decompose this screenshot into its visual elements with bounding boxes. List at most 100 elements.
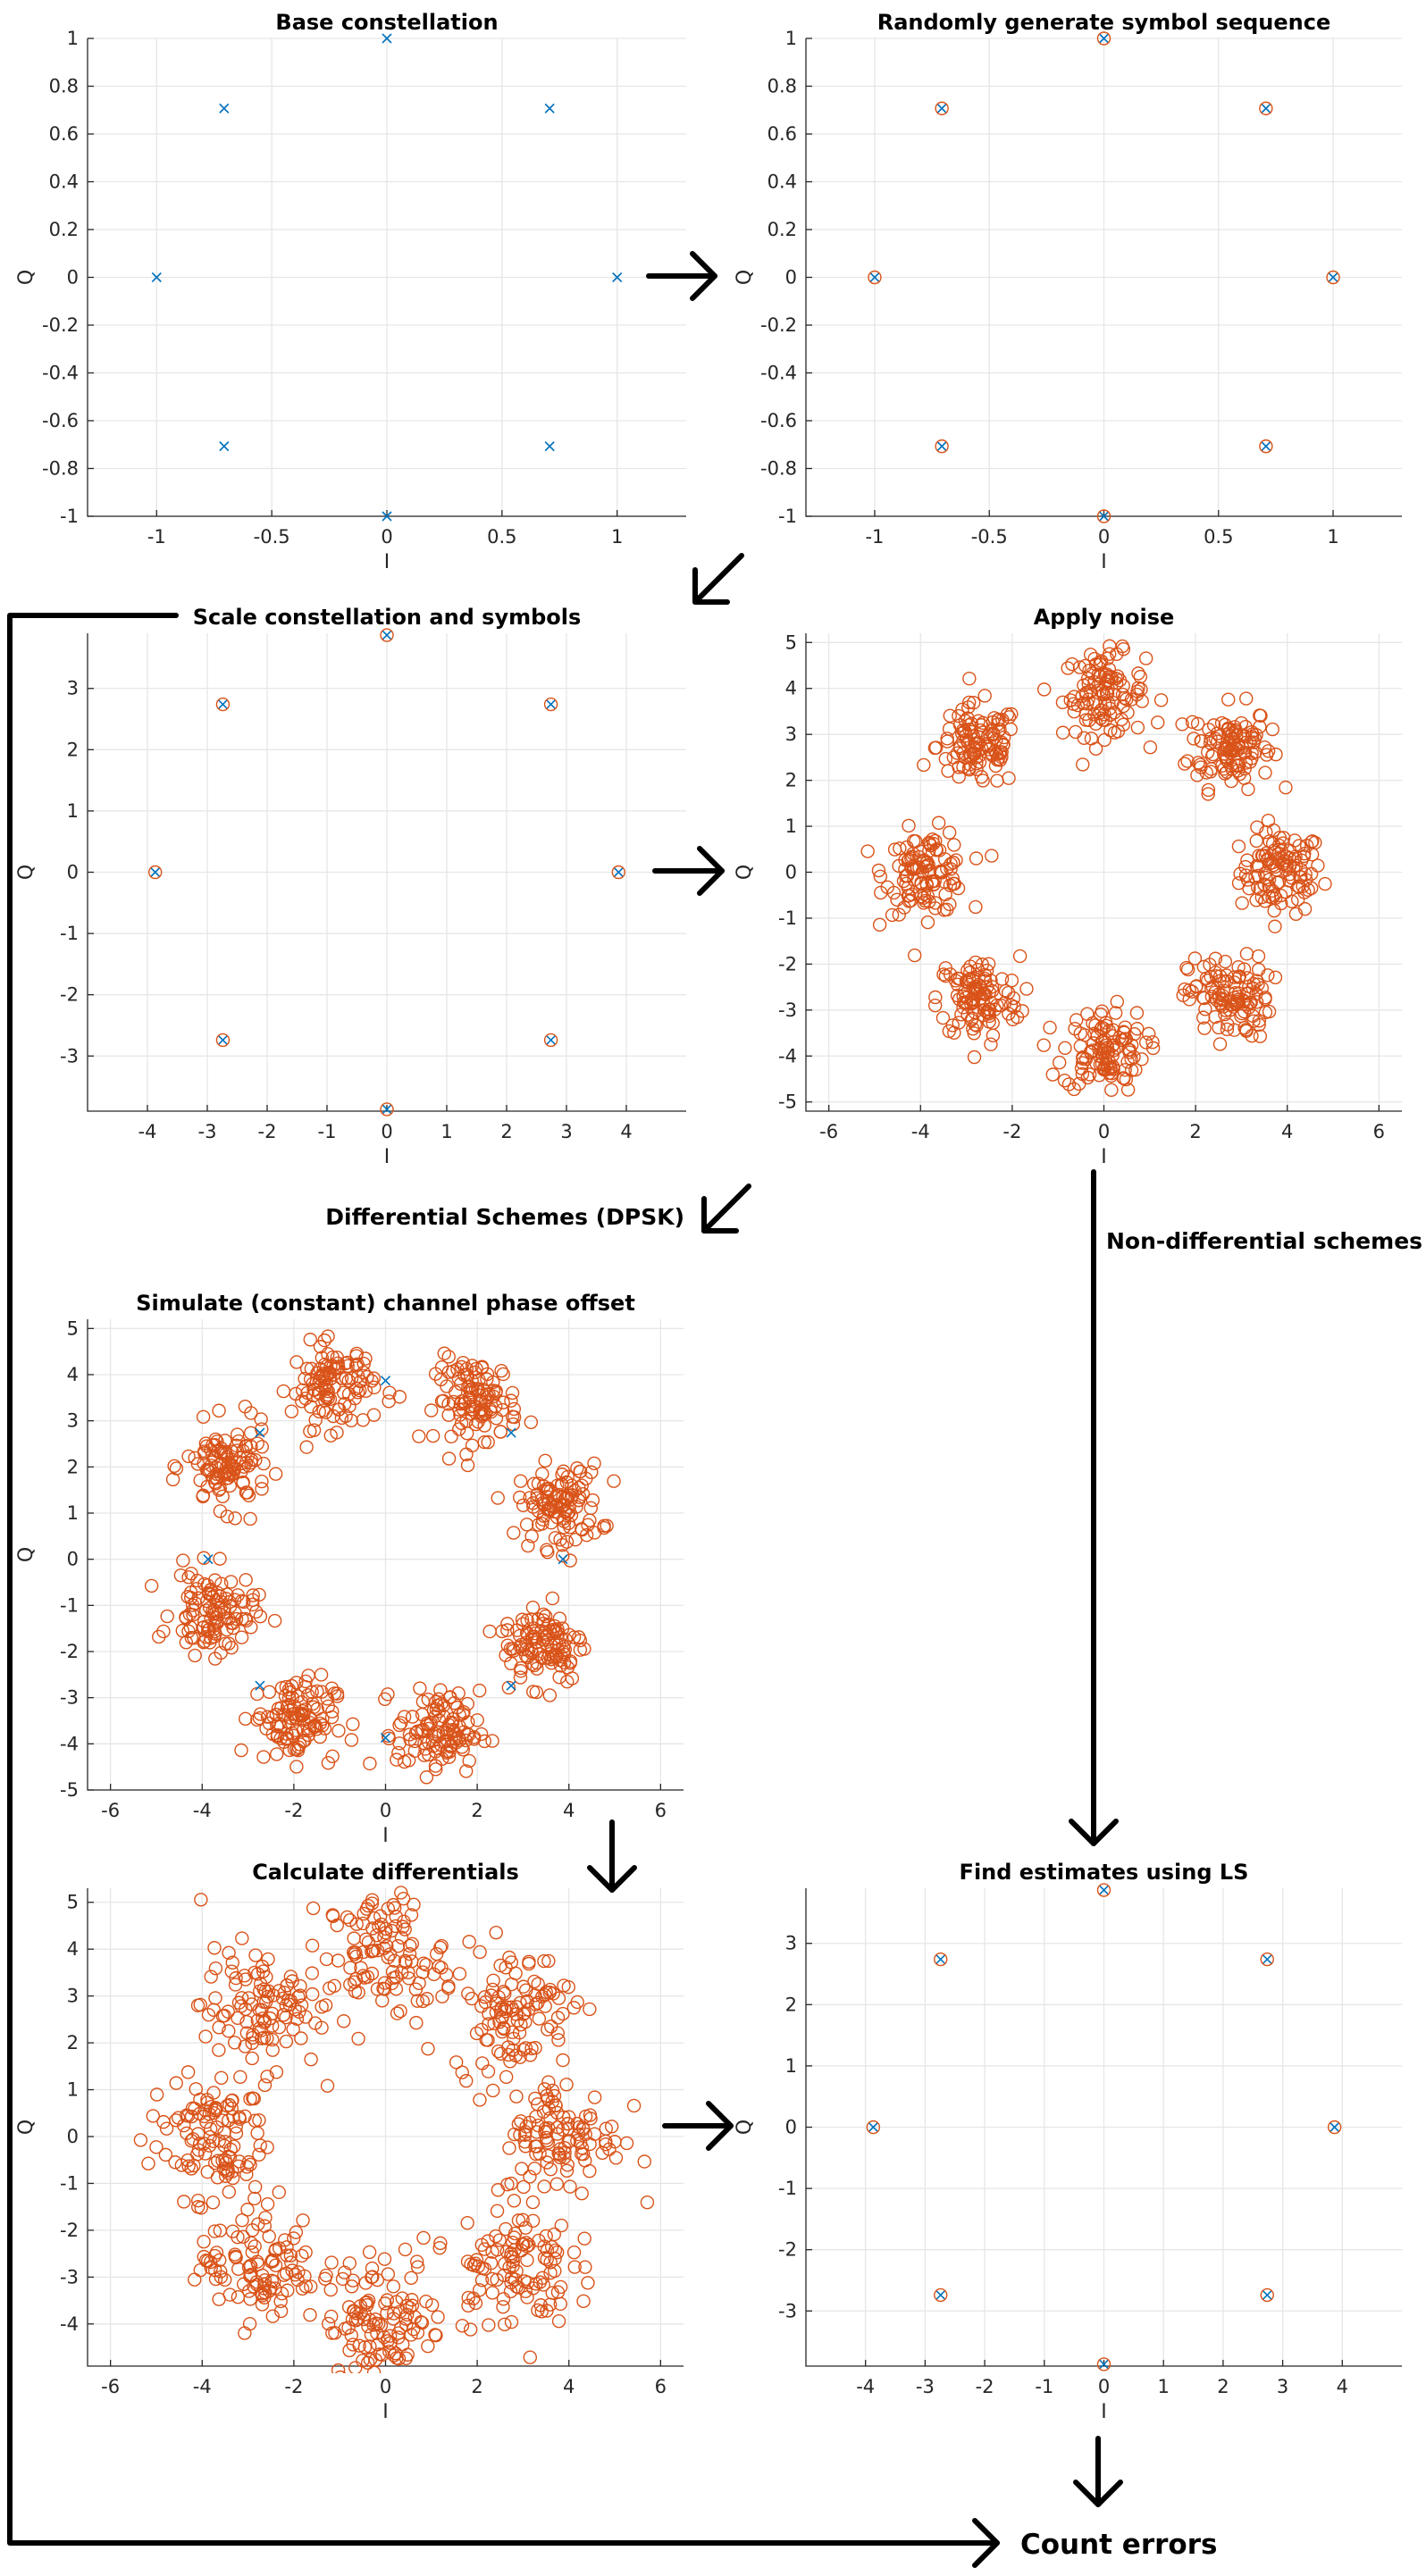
data-point-circle [223,2142,238,2157]
data-point-circle [880,880,894,895]
arrow-down-nondiff [1069,1169,1119,1846]
data-point-circle [505,1409,520,1424]
data-point-circle [273,2294,288,2309]
data-point-circle [377,1930,391,1945]
data-point-circle [1259,439,1273,454]
data-point-circle [538,1453,552,1468]
data-point-circle [917,896,931,910]
data-point-circle [466,2258,482,2273]
x-tick-label: 4 [563,1800,575,1821]
data-point-circle [604,2120,619,2134]
data-point-circle [361,1898,375,1913]
data-point-circle [905,859,919,874]
data-point-circle [206,2195,221,2210]
data-point-circle [304,2052,318,2067]
data-point-circle [552,1611,567,1626]
data-point-circle [421,2338,435,2354]
data-point-circle [273,2304,289,2319]
data-point-circle [181,2159,196,2173]
data-point-circle [970,730,986,744]
data-point-circle [197,1635,211,1650]
data-point-circle [238,2326,252,2340]
y-tick-label: -2 [778,2239,797,2261]
data-point-circle [902,818,916,833]
data-point-circle [514,1637,529,1652]
arrow-right-1 [646,251,717,301]
data-point-circle [956,760,970,774]
data-point-circle [326,1409,340,1424]
data-point-circle [149,2087,164,2102]
y-tick-label: -3 [778,999,797,1021]
y-axis-label: Q [734,270,756,285]
data-point-circle [433,2236,448,2251]
data-point-circle [1304,847,1320,862]
data-point-circle [1222,1003,1237,1017]
data-point-circle [298,2279,314,2294]
data-point-circle [1252,962,1266,977]
data-point-circle [225,1955,239,1970]
data-point-circle [956,723,970,738]
y-tick-label: 3 [67,678,79,699]
data-point-circle [315,2000,329,2014]
data-point-circle [872,917,887,933]
y-tick-label: 4 [67,1364,79,1385]
data-point-circle [1111,669,1125,683]
data-point-circle [1063,693,1078,707]
data-point-circle [447,1695,462,1710]
y-tick-label: -3 [60,1687,79,1709]
data-point-circle [265,2043,280,2057]
data-point-circle [1100,1045,1115,1060]
x-axis-label: I [1101,551,1107,573]
y-tick-label: 2 [785,770,797,791]
data-point-circle [198,2029,213,2044]
data-point-circle [476,1403,491,1418]
x-tick-label: 2 [471,2376,482,2397]
y-tick-label: -2 [778,953,797,974]
data-point-circle [945,871,960,886]
data-point-circle [473,1393,487,1409]
data-point-circle [562,2110,576,2124]
data-point-circle [567,2260,582,2274]
data-point-circle [388,1901,402,1915]
data-point-circle [1057,1073,1072,1088]
x-tick-label: 1 [611,526,623,548]
data-point-circle [489,2229,503,2244]
data-point-circle [1078,713,1094,727]
x-tick-label: -1 [1035,2376,1053,2397]
data-point-circle [1073,1026,1088,1041]
data-point-circle [947,838,961,852]
data-point-circle [247,2191,262,2206]
data-point-circle [444,1429,458,1443]
data-point-circle [551,2313,566,2329]
data-point-circle [429,2328,443,2343]
data-point-circle [1110,994,1125,1009]
data-point-circle [525,2213,541,2228]
data-point-circle [570,2134,584,2148]
data-point-circle [361,2293,376,2308]
data-point-circle [523,2350,538,2364]
data-point-circle [1220,723,1235,737]
data-point-circle [401,1753,416,1768]
y-tick-label: 1 [785,28,797,49]
data-point-circle [1219,968,1234,983]
y-tick-label: -5 [60,1779,79,1801]
data-point-circle [566,2001,581,2015]
data-point-circle [352,2338,366,2353]
data-point-circle [513,1490,527,1505]
data-point-circle [531,2118,546,2133]
data-point-circle [1215,992,1230,1008]
data-point-circle [542,1688,558,1702]
x-tick-label: 6 [655,2376,667,2397]
data-point-circle [1072,660,1087,674]
data-point-circle [1077,731,1091,746]
x-tick-label: 0 [1098,1121,1110,1142]
data-point-circle [560,2158,575,2172]
data-point-cross [150,866,161,878]
data-point-circle [1067,690,1081,704]
data-point-circle [347,2304,361,2318]
data-point-circle [503,2284,518,2299]
data-point-circle [480,1372,494,1386]
data-point-circle [511,2213,526,2228]
data-point-circle [551,1991,566,2005]
data-point-circle [1258,991,1272,1007]
